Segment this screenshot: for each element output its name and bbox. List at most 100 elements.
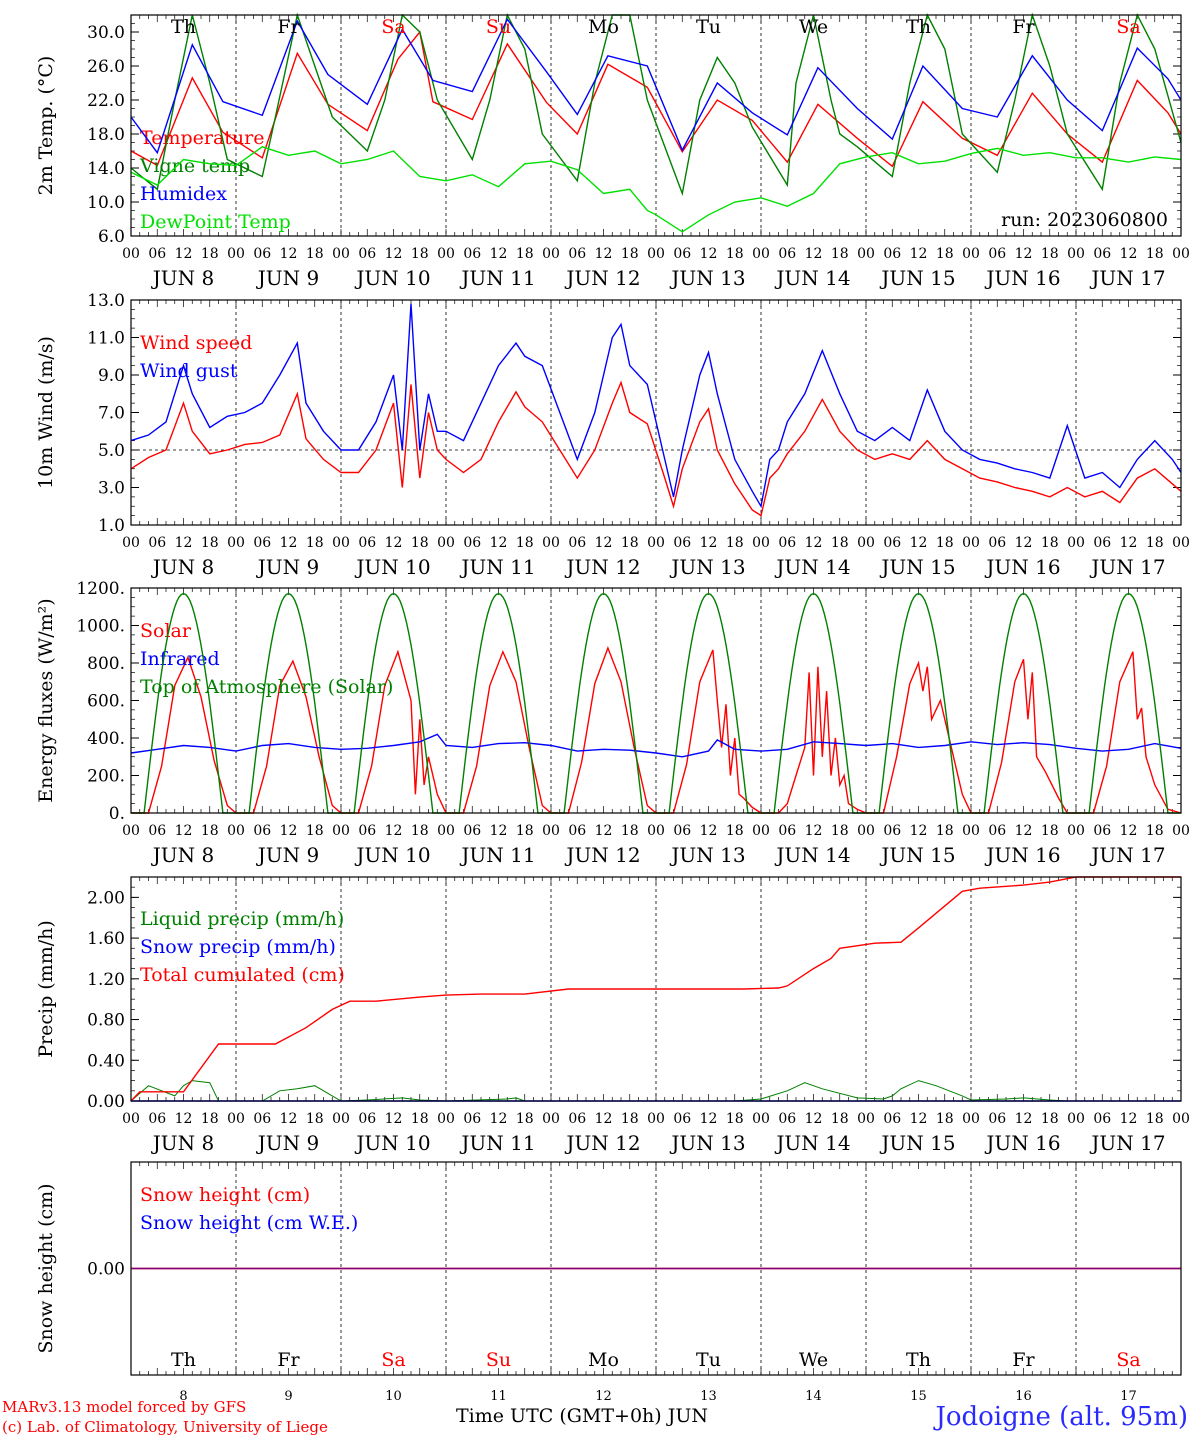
day-name: Mo — [588, 16, 619, 38]
y-tick-label: 0.00 — [87, 1260, 125, 1280]
hour-label: 12 — [805, 1111, 823, 1127]
hour-label: 06 — [1093, 1111, 1111, 1127]
hour-label: 00 — [542, 535, 560, 551]
series-line — [130, 876, 1181, 1102]
y-tick-label: 7.0 — [98, 404, 125, 424]
hour-label: 06 — [253, 1111, 271, 1127]
hour-label: 12 — [910, 246, 928, 262]
date-label: JUN 10 — [354, 266, 430, 290]
legend-entry: Humidex — [140, 183, 227, 205]
hour-label: 12 — [385, 246, 403, 262]
hour-label: 18 — [621, 823, 639, 839]
hour-label: 00 — [227, 1111, 245, 1127]
series-line — [130, 146, 1182, 233]
hour-label: 12 — [280, 823, 298, 839]
hour-label: 18 — [1146, 1111, 1164, 1127]
date-label: JUN 17 — [1089, 266, 1165, 290]
hour-label: 00 — [1067, 823, 1085, 839]
hour-label: 00 — [542, 823, 560, 839]
plot-frame — [130, 876, 1182, 1102]
plot-frame — [130, 299, 1182, 526]
y-tick-label: 1.60 — [87, 929, 125, 949]
date-label: JUN 17 — [1089, 555, 1165, 579]
y-tick-label: 600. — [87, 692, 125, 712]
hour-label: 06 — [1093, 535, 1111, 551]
day-name: Sa — [381, 16, 405, 38]
hour-label: 00 — [752, 823, 770, 839]
y-tick-label: 200. — [87, 767, 125, 787]
hour-label: 12 — [490, 1111, 508, 1127]
date-label: JUN 11 — [459, 1131, 535, 1155]
hour-label: 12 — [595, 535, 613, 551]
day-name: Su — [486, 16, 511, 38]
series-line — [131, 646, 1182, 814]
hour-label: 06 — [148, 1111, 166, 1127]
hour-label: 12 — [280, 1111, 298, 1127]
hour-label: 18 — [621, 246, 639, 262]
y-tick-label: 0.40 — [87, 1051, 125, 1071]
y-axis-label: Energy fluxes (W/m²) — [35, 598, 57, 802]
y-tick-label: 1200. — [76, 579, 125, 599]
hour-label: 12 — [700, 1111, 718, 1127]
hour-label: 00 — [437, 246, 455, 262]
hour-label: 12 — [595, 1111, 613, 1127]
hour-label: 18 — [831, 535, 849, 551]
legend-entry: Snow precip (mm/h) — [140, 936, 336, 958]
hour-label: 12 — [1015, 1111, 1033, 1127]
hour-label: 12 — [910, 1111, 928, 1127]
hour-label: 06 — [463, 1111, 481, 1127]
hour-label: 12 — [1120, 823, 1138, 839]
legend-entry: Snow height (cm W.E.) — [140, 1212, 358, 1234]
hour-label: 12 — [595, 823, 613, 839]
hour-label: 00 — [437, 535, 455, 551]
model-credit: MARv3.13 model forced by GFS — [2, 1398, 247, 1416]
hour-label: 12 — [910, 823, 928, 839]
date-label: JUN 17 — [1089, 1131, 1165, 1155]
hour-label: 00 — [752, 535, 770, 551]
day-name-bottom: Tu — [696, 1349, 721, 1371]
hour-label: 12 — [1120, 1111, 1138, 1127]
hour-label: 18 — [1146, 535, 1164, 551]
y-tick-label: 2.00 — [87, 888, 125, 908]
day-name-bottom: Sa — [1116, 1349, 1140, 1371]
hour-label: 18 — [831, 823, 849, 839]
hour-label: 00 — [647, 246, 665, 262]
hour-label: 00 — [1067, 535, 1085, 551]
bottom-date-label: 16 — [1015, 1389, 1032, 1404]
bottom-date-label: 13 — [700, 1389, 717, 1404]
hour-label: 06 — [568, 535, 586, 551]
legend-entry: Infrared — [140, 648, 220, 670]
hour-label: 00 — [962, 246, 980, 262]
hour-label: 06 — [673, 535, 691, 551]
hour-label: 06 — [148, 246, 166, 262]
bottom-date-label: 17 — [1120, 1389, 1137, 1404]
hour-label: 06 — [358, 823, 376, 839]
hour-label: 00 — [752, 246, 770, 262]
date-label: JUN 15 — [879, 1131, 955, 1155]
hour-label: 18 — [936, 823, 954, 839]
hour-label: 06 — [778, 246, 796, 262]
hour-label: 18 — [516, 1111, 534, 1127]
series-line — [130, 12, 1182, 197]
hour-label: 00 — [1172, 823, 1190, 839]
hour-label: 06 — [463, 823, 481, 839]
hour-label: 00 — [647, 823, 665, 839]
y-tick-label: 9.0 — [98, 366, 125, 386]
y-tick-label: 14.0 — [87, 159, 125, 179]
hour-label: 00 — [857, 246, 875, 262]
hour-label: 06 — [253, 535, 271, 551]
y-axis-label: 10m Wind (m/s) — [35, 336, 57, 489]
hour-label: 18 — [1041, 1111, 1059, 1127]
hour-label: 12 — [385, 535, 403, 551]
hour-label: 00 — [647, 535, 665, 551]
hour-label: 00 — [857, 1111, 875, 1127]
date-label: JUN 8 — [151, 843, 214, 867]
date-label: JUN 11 — [459, 266, 535, 290]
legend-entry: Wind gust — [140, 360, 238, 382]
series-line — [130, 30, 1182, 168]
y-tick-label: 26.0 — [87, 57, 125, 77]
hour-label: 06 — [883, 535, 901, 551]
hour-label: 06 — [253, 246, 271, 262]
day-name-bottom: Fr — [277, 1349, 300, 1371]
hour-label: 06 — [148, 823, 166, 839]
